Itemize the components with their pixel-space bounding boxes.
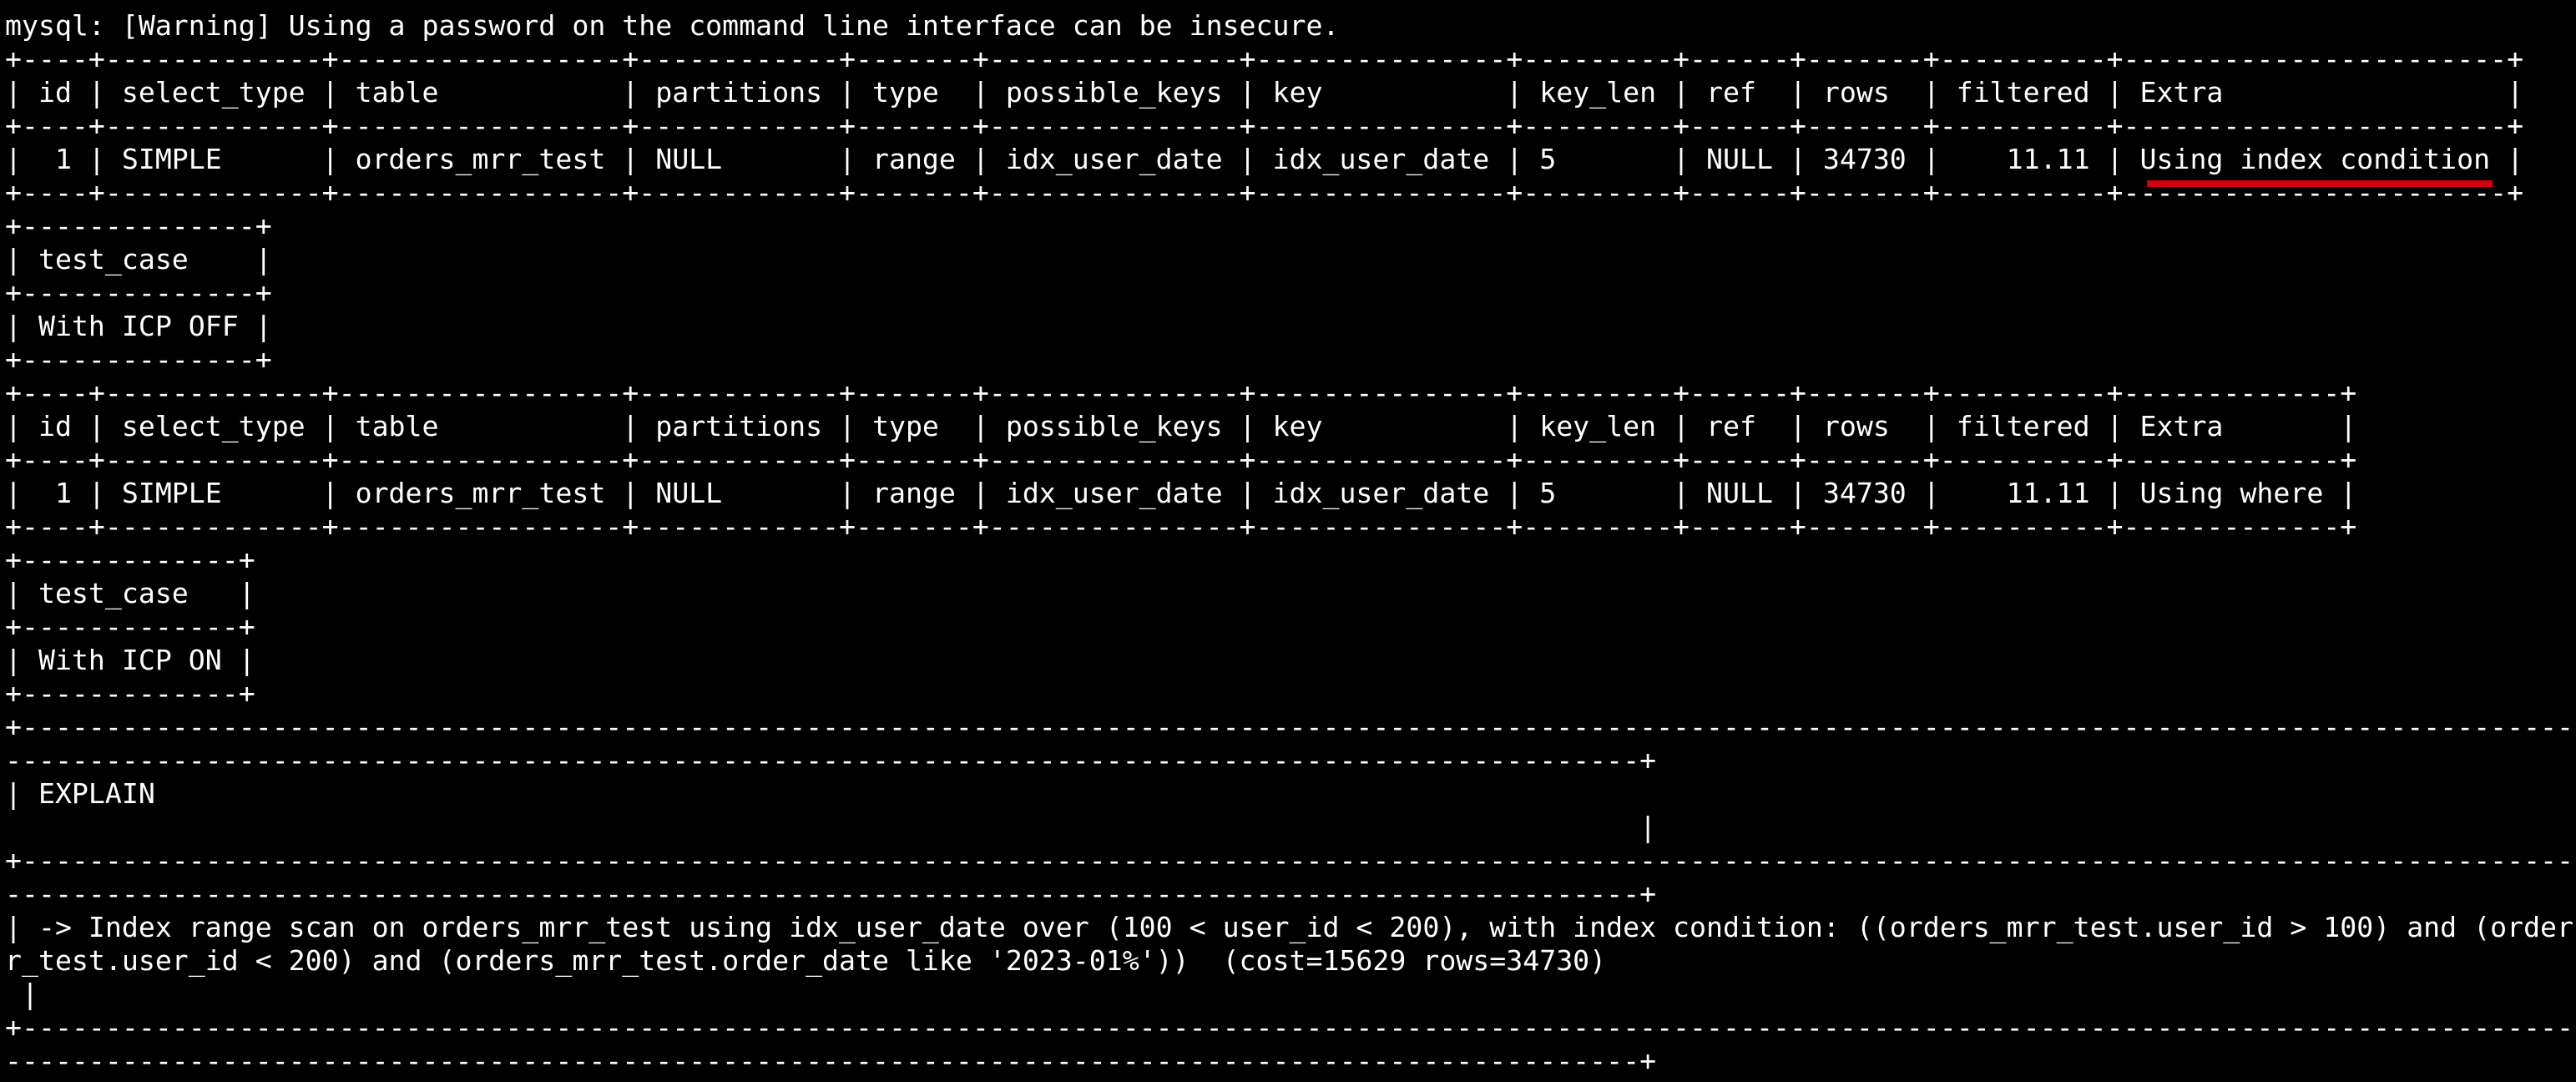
terminal-line: | id | select_type | table | partitions … <box>5 410 2357 442</box>
terminal-line: +----+-------------+-----------------+--… <box>5 443 2357 476</box>
terminal-line: +----+-------------+-----------------+--… <box>5 176 2524 209</box>
terminal-line: | test_case | <box>5 243 272 276</box>
terminal-line: | EXPLAIN <box>5 777 155 810</box>
terminal-line: +---------------------------------------… <box>5 710 2576 743</box>
terminal-line: +--------------+ <box>5 210 272 242</box>
terminal-line: | -> Index range scan on orders_mrr_test… <box>5 911 2574 943</box>
terminal-line: ----------------------------------------… <box>5 744 1657 776</box>
terminal-line: r_test.user_id < 200) and (orders_mrr_te… <box>5 944 1607 977</box>
terminal-line: | With ICP ON | <box>5 644 255 676</box>
terminal-line: | id | select_type | table | partitions … <box>5 76 2524 109</box>
terminal-line: +----+-------------+-----------------+--… <box>5 510 2357 543</box>
terminal-line: +----+-------------+-----------------+--… <box>5 43 2524 75</box>
terminal-line: +--------------+ <box>5 276 272 309</box>
terminal-line: ----------------------------------------… <box>5 1044 1657 1077</box>
terminal-line: | <box>5 811 1657 843</box>
terminal-line: +-------------+ <box>5 544 255 576</box>
terminal-line: | test_case | <box>5 577 255 609</box>
terminal-line: +-------------+ <box>5 610 255 643</box>
terminal-line: | With ICP OFF | <box>5 310 272 342</box>
terminal-line: +--------------+ <box>5 343 272 376</box>
terminal-line: +----+-------------+-----------------+--… <box>5 109 2524 142</box>
terminal-line: +-------------+ <box>5 677 255 710</box>
terminal-line: mysql: [Warning] Using a password on the… <box>5 9 1340 42</box>
terminal-line: +---------------------------------------… <box>5 844 2576 877</box>
terminal-line: +---------------------------------------… <box>5 1011 2576 1044</box>
terminal-line: | 1 | SIMPLE | orders_mrr_test | NULL | … <box>5 477 2357 509</box>
terminal-line: ----------------------------------------… <box>5 877 1657 910</box>
terminal-line: | 1 | SIMPLE | orders_mrr_test | NULL | … <box>5 143 2524 175</box>
terminal-line: +----+-------------+-----------------+--… <box>5 377 2357 409</box>
terminal-line: | <box>5 978 38 1010</box>
red-underline-annotation <box>2147 180 2493 187</box>
